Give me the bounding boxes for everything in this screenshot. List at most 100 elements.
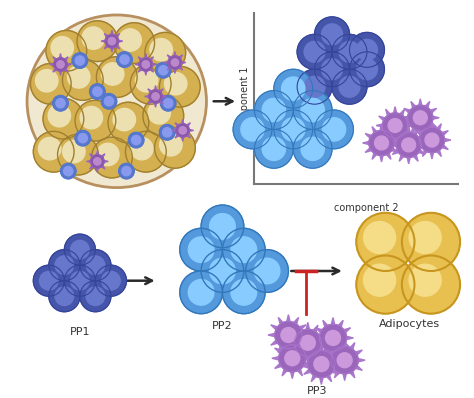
Circle shape (64, 265, 95, 296)
Circle shape (222, 228, 265, 271)
Polygon shape (167, 55, 173, 60)
Circle shape (82, 27, 104, 49)
Circle shape (297, 69, 332, 104)
Circle shape (90, 84, 105, 100)
Polygon shape (115, 33, 119, 39)
Polygon shape (352, 350, 362, 357)
Polygon shape (399, 129, 406, 138)
Circle shape (201, 205, 244, 248)
Circle shape (301, 335, 315, 350)
Polygon shape (435, 147, 441, 156)
Polygon shape (393, 107, 397, 116)
Circle shape (171, 59, 179, 66)
Text: PP3: PP3 (307, 386, 328, 396)
Circle shape (120, 55, 129, 64)
Circle shape (108, 102, 149, 143)
Polygon shape (435, 124, 441, 133)
Polygon shape (151, 63, 157, 66)
Polygon shape (330, 318, 336, 328)
Circle shape (96, 57, 137, 98)
Circle shape (91, 137, 132, 178)
Polygon shape (135, 63, 141, 66)
Circle shape (104, 97, 114, 106)
Polygon shape (300, 361, 310, 369)
Polygon shape (148, 99, 153, 104)
Polygon shape (145, 54, 147, 59)
Circle shape (281, 328, 296, 342)
Circle shape (143, 96, 183, 136)
Polygon shape (372, 127, 379, 136)
Polygon shape (384, 150, 391, 159)
Circle shape (369, 131, 394, 156)
Polygon shape (336, 320, 343, 331)
Circle shape (155, 127, 195, 168)
Circle shape (315, 17, 349, 52)
Polygon shape (416, 142, 425, 150)
Circle shape (419, 127, 445, 153)
Circle shape (80, 281, 111, 312)
Circle shape (180, 228, 222, 271)
Polygon shape (138, 57, 143, 62)
Polygon shape (327, 350, 337, 357)
Polygon shape (328, 367, 339, 374)
Text: component 2: component 2 (334, 203, 398, 213)
Polygon shape (315, 328, 326, 335)
Circle shape (409, 264, 441, 296)
Circle shape (113, 108, 136, 131)
Circle shape (119, 29, 141, 51)
Circle shape (279, 345, 306, 372)
Circle shape (49, 250, 80, 281)
Circle shape (130, 63, 171, 104)
Polygon shape (335, 367, 342, 378)
Circle shape (304, 76, 325, 97)
Polygon shape (415, 135, 425, 142)
Circle shape (402, 138, 416, 152)
Polygon shape (167, 65, 173, 70)
Circle shape (383, 113, 408, 138)
Polygon shape (423, 101, 430, 111)
Polygon shape (104, 33, 109, 39)
Circle shape (95, 265, 127, 296)
Circle shape (54, 58, 67, 71)
Circle shape (409, 222, 441, 254)
Circle shape (57, 60, 64, 68)
Circle shape (274, 110, 313, 149)
Circle shape (293, 129, 332, 168)
Polygon shape (392, 135, 402, 142)
Polygon shape (411, 101, 418, 111)
Polygon shape (148, 57, 154, 62)
Polygon shape (335, 343, 342, 353)
Circle shape (321, 24, 343, 45)
Polygon shape (100, 154, 105, 159)
Polygon shape (96, 150, 99, 156)
Polygon shape (274, 348, 285, 355)
Polygon shape (110, 30, 113, 36)
Polygon shape (310, 325, 318, 336)
Polygon shape (416, 131, 425, 138)
Polygon shape (392, 148, 402, 154)
Polygon shape (290, 338, 295, 348)
Polygon shape (272, 356, 283, 361)
Circle shape (402, 213, 460, 271)
Polygon shape (268, 332, 279, 338)
Polygon shape (411, 129, 418, 138)
Circle shape (262, 98, 285, 122)
Circle shape (97, 143, 119, 166)
Circle shape (349, 32, 384, 67)
Polygon shape (154, 101, 157, 107)
Polygon shape (388, 146, 398, 152)
Polygon shape (90, 154, 95, 159)
Circle shape (39, 271, 58, 290)
Circle shape (179, 127, 186, 134)
Polygon shape (63, 57, 68, 62)
Polygon shape (422, 147, 429, 156)
Circle shape (33, 265, 64, 296)
Circle shape (86, 287, 105, 306)
Circle shape (176, 124, 190, 137)
Polygon shape (158, 99, 163, 104)
Polygon shape (427, 120, 437, 127)
Circle shape (326, 330, 340, 345)
Polygon shape (148, 89, 153, 94)
Circle shape (56, 99, 65, 108)
Circle shape (168, 56, 182, 69)
